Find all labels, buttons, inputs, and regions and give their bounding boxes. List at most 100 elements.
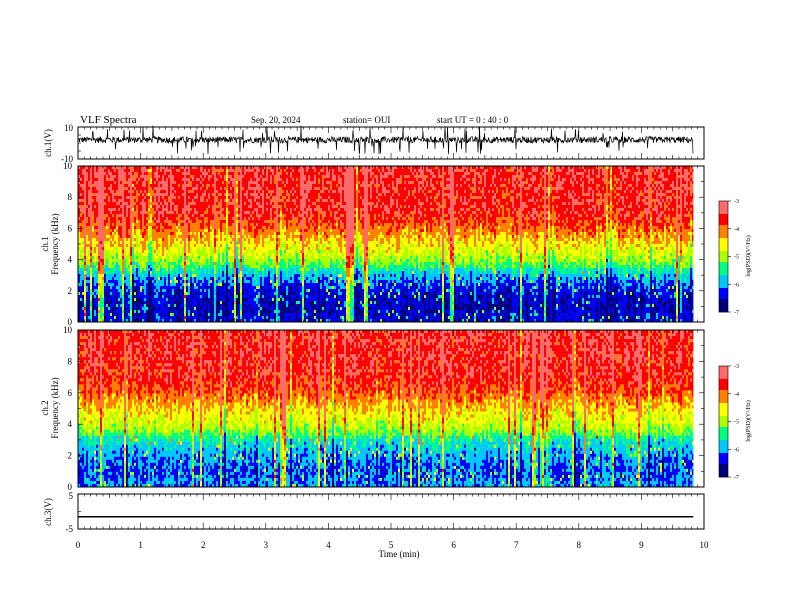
- spectrogram-cell: [422, 223, 426, 227]
- spectrogram-cell: [146, 181, 148, 185]
- spectrogram-cell: [576, 193, 582, 197]
- spectrogram-cell: [426, 226, 428, 230]
- spectrogram-cell: [470, 187, 474, 191]
- spectrogram-cell: [536, 217, 538, 221]
- spectrogram-cell: [88, 193, 92, 197]
- spectrogram-cell: [116, 193, 118, 197]
- spectrogram-cell: [152, 217, 154, 221]
- spectrogram-cell: [624, 214, 628, 218]
- spectrogram-cell: [226, 172, 228, 176]
- spectrogram-cell: [82, 187, 86, 191]
- spectrogram-cell: [134, 238, 136, 242]
- spectrogram-cell: [430, 226, 432, 230]
- spectrogram-cell: [626, 241, 630, 245]
- spectrogram-cell: [536, 199, 538, 203]
- spectrogram-cell: [614, 175, 616, 179]
- spectrogram-cell: [400, 181, 402, 185]
- spectrogram-cell: [124, 193, 130, 197]
- spectrogram-cell: [398, 205, 400, 209]
- spectrogram-cell: [358, 223, 362, 227]
- spectrogram-cell: [364, 238, 368, 242]
- spectrogram-cell: [90, 244, 92, 248]
- spectrogram-cell: [692, 232, 694, 236]
- spectrogram-cell: [298, 184, 300, 188]
- spectrogram-cell: [496, 169, 500, 173]
- spectrogram-cell: [340, 184, 342, 188]
- spectrogram-cell: [686, 181, 688, 185]
- spectrogram-cell: [150, 241, 152, 245]
- spectrogram-cell: [322, 241, 328, 245]
- spectrogram-cell: [472, 193, 482, 197]
- spectrogram-cell: [316, 229, 330, 233]
- spectrogram-cell: [514, 211, 516, 215]
- spectrogram-cell: [136, 178, 138, 182]
- spectrogram-cell: [192, 190, 194, 194]
- spectrogram-cell: [222, 181, 224, 185]
- spectrogram-cell: [674, 229, 676, 233]
- spectrogram-cell: [254, 217, 258, 221]
- spectrogram-cell: [288, 193, 290, 197]
- spectrogram-cell: [112, 214, 114, 218]
- spectrogram-cell: [614, 184, 616, 188]
- spectrogram-cell: [686, 196, 694, 200]
- spectrogram-cell: [406, 220, 408, 224]
- spectrogram-cell: [656, 199, 660, 203]
- spectrogram-cell: [598, 166, 600, 170]
- spectrogram-cell: [606, 166, 608, 170]
- spectrogram-cell: [354, 238, 356, 242]
- spectrogram-cell: [326, 181, 330, 185]
- spectrogram-cell: [282, 196, 286, 200]
- spectrogram-cell: [318, 196, 320, 200]
- spectrogram-cell: [116, 226, 118, 230]
- spectrogram-cell: [188, 229, 190, 233]
- spectrogram-cell: [124, 235, 126, 239]
- spectrogram-cell: [168, 238, 170, 242]
- spectrogram-cell: [280, 205, 282, 209]
- spectrogram-cell: [514, 202, 520, 206]
- spectrogram-cell: [290, 232, 292, 236]
- spectrogram-cell: [578, 181, 582, 185]
- spectrogram-cell: [344, 214, 346, 218]
- spectrogram-cell: [226, 169, 228, 173]
- spectrogram-cell: [270, 235, 272, 239]
- spectrogram-cell: [138, 205, 142, 209]
- spectrogram-cell: [300, 220, 304, 224]
- spectrogram-cell: [270, 238, 274, 242]
- spectrogram-cell: [278, 184, 284, 188]
- spectrogram-cell: [340, 196, 342, 200]
- spectrogram-cell: [168, 208, 170, 212]
- spectrogram-cell: [356, 208, 358, 212]
- spectrogram-cell: [262, 175, 266, 179]
- spectrogram-cell: [206, 193, 208, 197]
- spectrogram-cell: [554, 166, 556, 170]
- spectrogram-cell: [280, 178, 282, 182]
- spectrogram-cell: [650, 169, 652, 173]
- spectrogram-cell: [138, 241, 140, 245]
- spectrogram-cell: [684, 196, 686, 200]
- spectrogram-cell: [486, 211, 488, 215]
- spectrogram-cell: [414, 217, 418, 221]
- spectrogram-cell: [258, 193, 260, 197]
- spectrogram-cell: [414, 190, 416, 194]
- spectrogram-cell: [332, 229, 340, 233]
- spectrogram-cell: [624, 172, 626, 176]
- spectrogram-cell: [404, 187, 406, 191]
- spectrogram-cell: [136, 208, 138, 212]
- spectrogram-cell: [636, 196, 640, 200]
- spectrogram-cell: [456, 229, 460, 233]
- spectrogram-cell: [376, 175, 378, 179]
- spectrogram-cell: [542, 169, 546, 173]
- spectrogram-cell: [610, 169, 612, 173]
- spectrogram-cell: [616, 196, 620, 200]
- spectrogram-cell: [84, 232, 86, 236]
- spectrogram-cell: [214, 169, 216, 173]
- ch1-waveform-panel: 10 -10 ch.1(V): [43, 123, 705, 164]
- spectrogram-cell: [450, 175, 454, 179]
- spectrogram-cell: [594, 235, 596, 239]
- spectrogram-cell: [646, 187, 648, 191]
- spectrogram-cell: [184, 205, 190, 209]
- spectrogram-cell: [124, 190, 128, 194]
- spectrogram-cell: [438, 211, 440, 215]
- spectrogram-cell: [236, 178, 238, 182]
- spectrogram-cell: [424, 190, 428, 194]
